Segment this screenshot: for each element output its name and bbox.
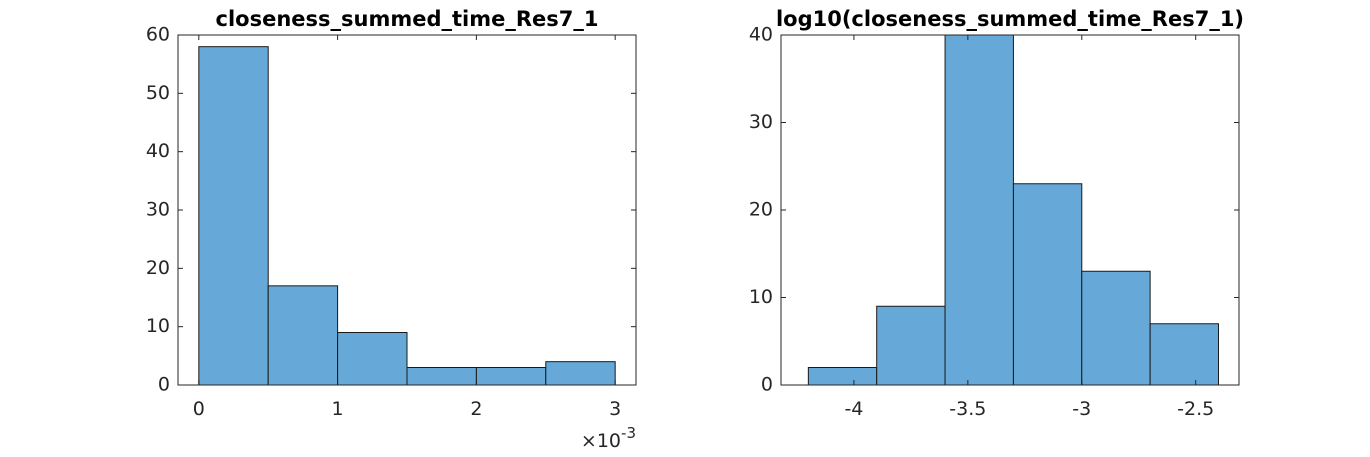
histogram-bar xyxy=(406,367,477,386)
histogram-panel-linear: 0 10 20 30 40 50 60 0 1 2 3 closeness_summed_time_R… xyxy=(146,7,637,452)
y-tick-label: 10 xyxy=(146,315,170,337)
histogram-bar xyxy=(807,367,878,386)
histogram-bar xyxy=(545,361,616,386)
histogram-bar xyxy=(337,332,408,386)
x-tick-label: -3.5 xyxy=(949,398,986,420)
y-tick-label: 40 xyxy=(749,24,773,46)
y-tick-label: 10 xyxy=(749,286,773,308)
y-tick-label: 40 xyxy=(146,140,170,162)
histogram-bar xyxy=(876,305,946,386)
y-tick-label: 0 xyxy=(158,374,170,396)
y-tick-label: 60 xyxy=(146,24,170,46)
y-tick-label: 30 xyxy=(146,199,170,221)
histogram-bar xyxy=(944,34,1014,386)
x-tick-label: 1 xyxy=(332,398,344,420)
y-tick-label: 50 xyxy=(146,82,170,104)
histogram-bar xyxy=(198,46,269,386)
x-tick-label: 3 xyxy=(609,398,621,420)
y-tick-label: 30 xyxy=(749,111,773,133)
histogram-panel-log10: 0 10 20 30 40 -4 -3.5 -3 -2.5 log10(closeness_sum… xyxy=(749,7,1244,420)
x-tick-label: -3 xyxy=(1072,398,1091,420)
x-tick-label: 2 xyxy=(470,398,482,420)
histogram-bar xyxy=(1012,183,1083,386)
x-axis-exponent-power: -3 xyxy=(621,424,636,442)
histogram-bar xyxy=(1081,270,1151,386)
y-tick-label: 20 xyxy=(146,257,170,279)
x-tick-label: -4 xyxy=(844,398,863,420)
y-tick-label: 20 xyxy=(749,199,773,221)
histogram-bar xyxy=(1149,323,1219,386)
histogram-bar xyxy=(267,285,339,386)
x-tick-label: -2.5 xyxy=(1177,398,1214,420)
x-axis-exponent: ×10-3 xyxy=(581,424,636,452)
histogram-bar xyxy=(475,367,547,386)
y-tick-label: 0 xyxy=(761,374,773,396)
chart-title: closeness_summed_time_Res7_1 xyxy=(216,7,599,31)
x-axis-exponent-base: ×10 xyxy=(581,430,621,452)
x-tick-label: 0 xyxy=(193,398,205,420)
chart-title: log10(closeness_summed_time_Res7_1) xyxy=(776,7,1244,31)
